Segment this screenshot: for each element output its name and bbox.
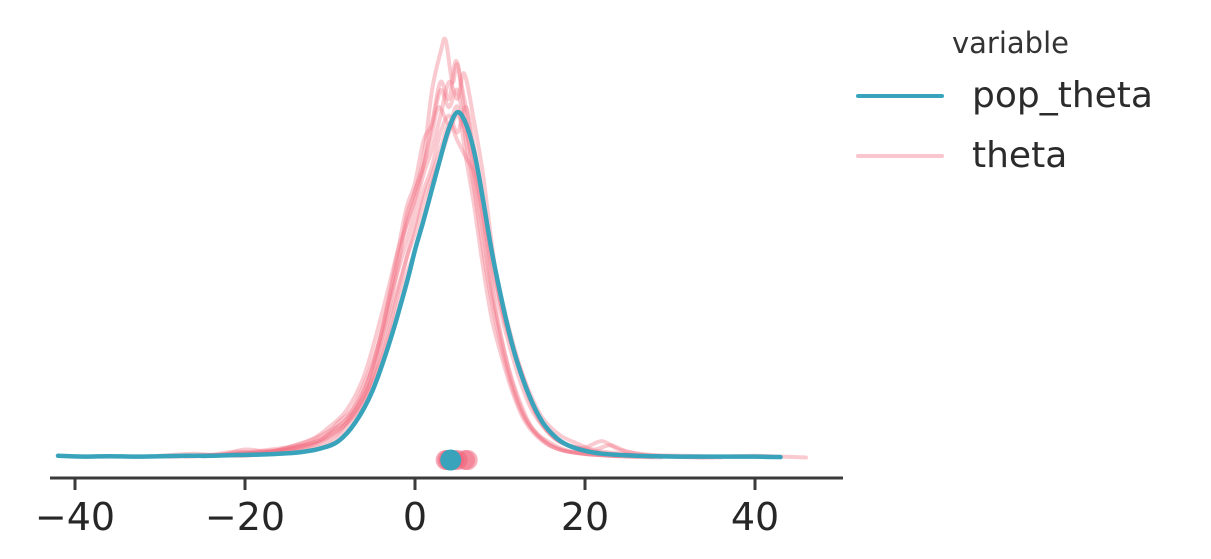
point-estimate-dot-theta-7 (457, 450, 478, 470)
x-axis-tick-label: 40 (731, 495, 779, 539)
kde-curve-theta-7 (200, 58, 664, 460)
kde-curve-theta-4 (183, 122, 715, 460)
legend-title: variable (952, 26, 1069, 60)
legend-label: theta (972, 135, 1068, 176)
point-estimate-dot-pop_theta (440, 449, 462, 471)
legend-entry-theta: theta (856, 126, 1206, 186)
kde-curve-theta-6 (158, 104, 621, 459)
legend-label: pop_theta (972, 75, 1153, 116)
kde-curve-pop_theta (55, 109, 783, 460)
legend-line-sample-pop_theta (856, 94, 944, 98)
legend-entry-pop_theta: pop_theta (856, 66, 1206, 126)
x-axis-tick-label: −20 (205, 495, 285, 539)
legend-line-sample-theta (856, 154, 944, 158)
x-axis-tick-label: 0 (403, 495, 427, 539)
kde-curve-theta-2 (158, 87, 638, 459)
x-axis-tick-label: −40 (35, 495, 115, 539)
x-axis-tick-label: 20 (561, 495, 609, 539)
